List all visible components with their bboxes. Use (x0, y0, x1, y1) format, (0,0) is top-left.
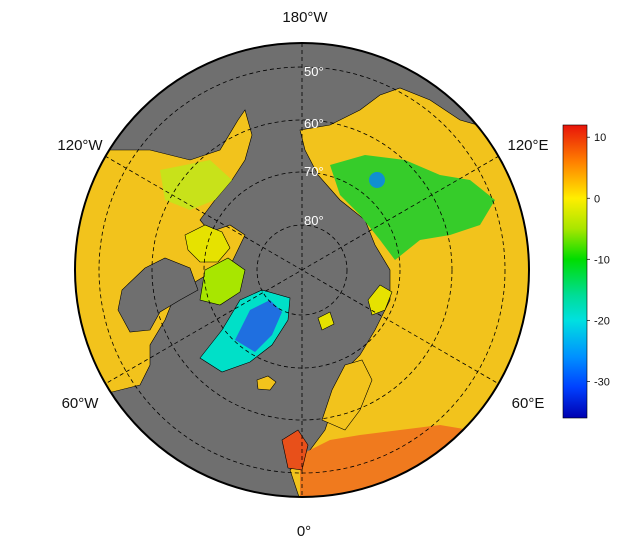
greenland-ice-core (235, 300, 282, 352)
europe-warm-region (300, 425, 470, 497)
lon-label-120w: 120°W (57, 137, 103, 154)
colorbar-bar (562, 124, 588, 419)
british-isles (281, 429, 309, 471)
colorbar-tick-label: -30 (594, 376, 610, 388)
latitude-circle-60 (151, 119, 453, 421)
lat-label-60: 60° (304, 116, 324, 131)
alaska-cool-patch (160, 160, 232, 210)
novaya-zemlya (367, 284, 393, 316)
canadian-arctic-islands (184, 224, 231, 263)
hudson-bay (117, 257, 199, 333)
siberia-cold-spot (369, 172, 385, 188)
svalbard (317, 311, 335, 331)
lat-label-70: 70° (304, 164, 324, 179)
colorbar-tick-label: -20 (594, 315, 610, 327)
baffin-island (199, 257, 246, 306)
lon-label-60w: 60°W (62, 395, 100, 412)
lon-label-60e: 60°E (512, 395, 545, 412)
colorbar-tick-label: 0 (594, 193, 600, 205)
meridian-lines (104, 43, 500, 497)
lat-label-50: 50° (304, 64, 324, 79)
lon-label-120e: 120°E (507, 137, 548, 154)
colorbar: 10 0 -10 -20 -30 (562, 124, 610, 419)
map-outline (74, 42, 530, 498)
map-disk (75, 43, 529, 497)
latitude-circle-70 (203, 171, 401, 369)
lat-label-80: 80° (304, 213, 324, 228)
lon-label-0: 0° (297, 523, 311, 540)
scandinavia (321, 359, 373, 431)
landmass-iceland (256, 375, 277, 391)
lon-label-180w: 180°W (282, 9, 328, 26)
colorbar-tick-label: 10 (594, 132, 606, 144)
colorbar-tick-label: -10 (594, 254, 610, 266)
colorbar-ticks: 10 0 -10 -20 -30 (587, 132, 610, 388)
meridian-120-300 (104, 155, 500, 385)
